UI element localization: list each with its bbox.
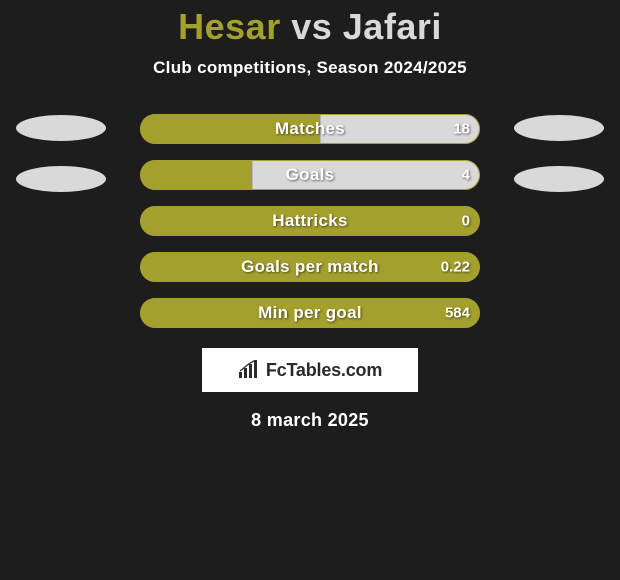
subtitle: Club competitions, Season 2024/2025: [0, 58, 620, 78]
stat-label: Matches: [275, 119, 345, 139]
stat-value-right: 0: [462, 213, 470, 230]
vs-label: vs: [291, 6, 332, 47]
placeholder-ellipse-right: [514, 115, 604, 141]
bar-fill-player1: [140, 160, 252, 190]
player2-name: Jafari: [343, 6, 442, 47]
stat-bar: Min per goal 584: [140, 298, 480, 328]
stat-row: Goals 4: [0, 152, 620, 198]
stat-label: Hattricks: [272, 211, 347, 231]
stat-value-right: 18: [453, 121, 470, 138]
stat-bar: Hattricks 0: [140, 206, 480, 236]
player1-name: Hesar: [178, 6, 281, 47]
stat-row: Min per goal 584: [0, 290, 620, 336]
stat-row: Goals per match 0.22: [0, 244, 620, 290]
stat-bar: Matches 18: [140, 114, 480, 144]
placeholder-ellipse-left: [16, 166, 106, 192]
bar-chart-icon: [238, 360, 260, 380]
stat-bar: Goals 4: [140, 160, 480, 190]
branding-banner[interactable]: FcTables.com: [202, 348, 418, 392]
stat-row: Hattricks 0: [0, 198, 620, 244]
stat-row: Matches 18: [0, 106, 620, 152]
stat-value-right: 584: [445, 305, 470, 322]
stat-value-right: 0.22: [441, 259, 470, 276]
stat-rows: Matches 18 Goals 4 Hattricks 0 Goals per match…: [0, 106, 620, 336]
page-title: Hesar vs Jafari: [0, 6, 620, 48]
stat-label: Goals per match: [241, 257, 379, 277]
stat-label: Min per goal: [258, 303, 362, 323]
branding-text: FcTables.com: [266, 360, 382, 381]
stat-label: Goals: [286, 165, 335, 185]
date-label: 8 march 2025: [0, 410, 620, 431]
comparison-card: Hesar vs Jafari Club competitions, Seaso…: [0, 0, 620, 431]
placeholder-ellipse-right: [514, 166, 604, 192]
stat-bar: Goals per match 0.22: [140, 252, 480, 282]
stat-value-right: 4: [462, 167, 470, 184]
placeholder-ellipse-left: [16, 115, 106, 141]
